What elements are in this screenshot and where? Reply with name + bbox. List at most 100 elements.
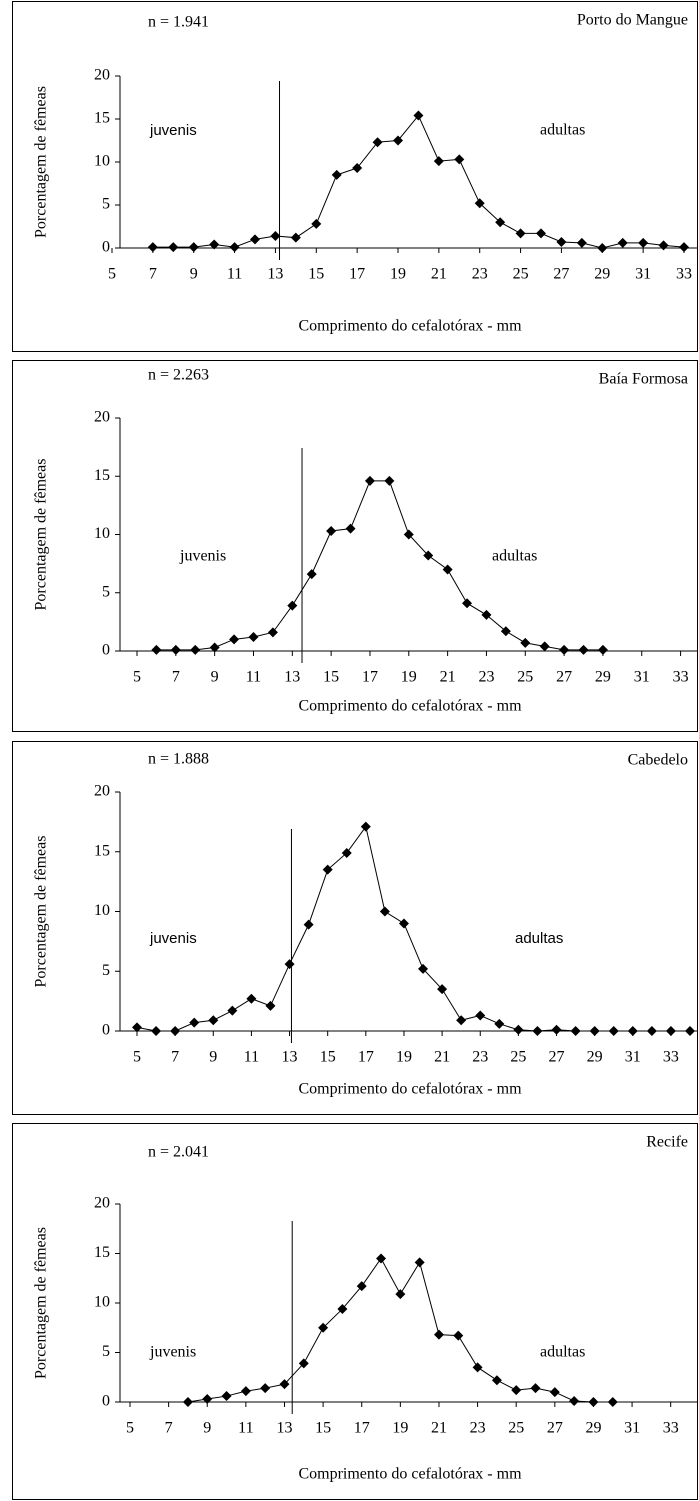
- x-tick-label: 9: [211, 669, 219, 686]
- data-point: [494, 1018, 505, 1029]
- data-point: [284, 959, 295, 970]
- data-point: [393, 135, 403, 146]
- data-point: [433, 156, 444, 167]
- data-point: [341, 847, 352, 858]
- data-point: [532, 1026, 543, 1036]
- x-tick-label: 31: [634, 669, 650, 686]
- data-point: [209, 642, 220, 653]
- x-tick-label: 15: [320, 1049, 336, 1066]
- data-point: [413, 110, 424, 121]
- juvenile-label: juvenis: [149, 122, 197, 139]
- data-point: [559, 644, 570, 655]
- data-point: [298, 1358, 309, 1369]
- panel: 0 5 10 15 20 5 7 9 11 13 15 17 19 21 23 25 27 29 31 33 Compr…: [12, 741, 698, 1115]
- x-tick-label: 17: [349, 266, 365, 283]
- data-point: [685, 1026, 695, 1036]
- y-tick-label: 15: [94, 467, 110, 484]
- x-tick-label: 11: [244, 1049, 259, 1066]
- panel-title: Recife: [646, 1134, 688, 1151]
- data-point: [189, 1017, 200, 1028]
- data-point: [170, 1026, 181, 1036]
- data-point: [151, 1026, 162, 1036]
- adult-label: adultas: [515, 930, 563, 947]
- data-point: [170, 644, 181, 655]
- x-tick-label: 25: [510, 1049, 526, 1066]
- adult-label: adultas: [540, 122, 585, 139]
- y-axis-label: Porcentagem de fêmeas: [33, 459, 50, 611]
- x-tick-label: 17: [354, 1420, 370, 1437]
- data-point: [418, 963, 429, 974]
- x-tick-label: 7: [165, 1420, 173, 1437]
- y-tick-label: 10: [94, 525, 110, 542]
- x-tick-label: 9: [209, 1049, 217, 1066]
- data-point: [495, 217, 506, 228]
- data-point: [570, 1026, 581, 1036]
- panel-title: Porto do Mangue: [577, 12, 688, 29]
- x-tick-label: 11: [238, 1420, 253, 1437]
- x-tick-label: 23: [470, 1420, 486, 1437]
- data-point: [665, 1026, 676, 1036]
- x-tick-label: 21: [440, 669, 456, 686]
- data-line: [152, 114, 685, 249]
- data-point: [536, 228, 546, 239]
- sample-size: n = 2.041: [148, 1144, 209, 1161]
- data-point: [454, 154, 465, 165]
- x-tick-label: 15: [323, 669, 339, 686]
- panel: 0 5 10 15 20 5 7 9 11 13 15 17 19 21 23 25 27 29 31 33 Compr…: [12, 1, 698, 352]
- x-tick-label: 27: [553, 266, 569, 283]
- x-tick-label: 27: [547, 1420, 563, 1437]
- y-tick-label: 20: [94, 67, 110, 84]
- data-point: [345, 523, 356, 534]
- y-tick-label: 5: [102, 962, 110, 979]
- data-point: [379, 906, 390, 917]
- x-tick-label: 13: [284, 669, 300, 686]
- data-point: [539, 641, 550, 652]
- y-tick-label: 10: [94, 153, 110, 170]
- x-tick-label: 15: [308, 266, 324, 283]
- x-tick-label: 13: [282, 1049, 298, 1066]
- data-point: [398, 918, 409, 929]
- data-point: [433, 1329, 444, 1340]
- x-tick-label: 17: [362, 669, 378, 686]
- data-point: [520, 637, 531, 648]
- data-point: [290, 232, 301, 243]
- data-point: [384, 475, 395, 486]
- data-point: [240, 1386, 251, 1397]
- x-tick-label: 29: [594, 266, 610, 283]
- juvenile-label: juvenis: [149, 930, 197, 947]
- x-tick-label: 19: [401, 669, 417, 686]
- data-point: [306, 569, 317, 580]
- x-tick-label: 33: [676, 266, 692, 283]
- data-point: [456, 1015, 467, 1026]
- y-tick-label: 10: [94, 1294, 110, 1311]
- x-tick-label: 15: [315, 1420, 331, 1437]
- data-point: [356, 1281, 367, 1292]
- data-point: [182, 1397, 193, 1407]
- y-tick-label: 10: [94, 902, 110, 919]
- data-point: [462, 598, 473, 609]
- data-point: [265, 1000, 276, 1011]
- x-tick-label: 5: [133, 669, 141, 686]
- sample-size: n = 1.888: [148, 751, 209, 768]
- x-axis-label: Comprimento do cefalotórax - mm: [298, 698, 522, 715]
- x-tick-label: 5: [133, 1049, 141, 1066]
- x-axis-label: Comprimento do cefalotórax - mm: [298, 1466, 522, 1483]
- data-point: [287, 600, 298, 611]
- data-point: [403, 529, 414, 540]
- x-tick-label: 33: [673, 669, 689, 686]
- data-point: [617, 237, 628, 248]
- data-point: [337, 1303, 348, 1314]
- data-point: [500, 626, 511, 637]
- x-tick-label: 5: [126, 1420, 134, 1437]
- juvenile-label: juvenis: [179, 548, 226, 565]
- x-tick-label: 11: [227, 266, 242, 283]
- data-point: [549, 1387, 560, 1398]
- data-point: [209, 239, 220, 250]
- y-tick-label: 15: [94, 1244, 110, 1261]
- data-point: [638, 237, 649, 248]
- y-tick-label: 5: [102, 196, 110, 213]
- data-point: [190, 644, 201, 655]
- x-tick-label: 5: [108, 266, 116, 283]
- data-point: [246, 993, 257, 1004]
- data-point: [511, 1385, 522, 1396]
